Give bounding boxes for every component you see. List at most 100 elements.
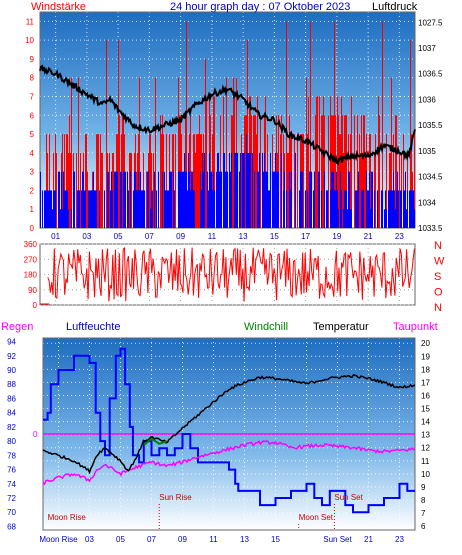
wind-tick-label: 1 xyxy=(30,205,35,214)
time-tick-label: 05 xyxy=(114,232,123,241)
pressure-tick-label: 1036.5 xyxy=(418,70,443,79)
dewpoint-line xyxy=(42,440,416,486)
humidity-tick-label: 76 xyxy=(7,466,16,475)
legend-windchill: Windchill xyxy=(244,321,289,333)
time-tick-label: 17 xyxy=(301,232,310,241)
compass-label: N xyxy=(434,302,442,314)
legend-regen: Regen xyxy=(1,321,34,333)
pressure-line xyxy=(39,64,416,166)
wind-tick-label: 10 xyxy=(25,36,34,45)
windchill-line xyxy=(143,437,168,446)
wind-tick-label: 6 xyxy=(30,111,35,120)
temperature-tick-label: 7 xyxy=(421,509,426,518)
wind-tick-label: 11 xyxy=(26,17,35,26)
humidity-tick-label: 90 xyxy=(7,366,16,375)
astro-annotation: Sun Rise xyxy=(159,493,192,502)
wind-tick-label: 5 xyxy=(30,130,35,139)
pressure-tick-label: 1034 xyxy=(418,198,436,207)
direction-tick-label: 90 xyxy=(28,286,37,295)
humidity-line xyxy=(43,347,415,514)
temperature-tick-label: 17 xyxy=(421,378,430,387)
time-tick-label: 09 xyxy=(176,232,185,241)
time-tick-label: 19 xyxy=(332,232,341,241)
wind-tick-label: 4 xyxy=(30,149,35,158)
time-tick-label: Moon Rise xyxy=(39,535,78,544)
humidity-tick-label: 92 xyxy=(7,352,16,361)
humidity-tick-label: 82 xyxy=(7,423,16,432)
temperature-tick-label: 12 xyxy=(421,444,430,453)
wind-axis-title: Windstärke xyxy=(31,1,87,13)
humidity-tick-label: 74 xyxy=(7,480,16,489)
pressure-tick-label: 1037 xyxy=(418,44,436,53)
humidity-tick-label: 88 xyxy=(7,380,16,389)
time-tick-label: 23 xyxy=(395,535,404,544)
pressure-tick-label: 1035 xyxy=(418,147,436,156)
wind-tick-label: 3 xyxy=(30,168,35,177)
temperature-tick-label: 19 xyxy=(421,352,430,361)
humidity-tick-label: 94 xyxy=(7,338,16,347)
time-tick-label: 11 xyxy=(209,535,218,544)
page-title: 24 hour graph day : 07 Oktober 2023 xyxy=(170,1,351,13)
time-tick-label: 21 xyxy=(364,535,373,544)
wind-tick-label: 7 xyxy=(30,93,35,102)
wind-direction-line xyxy=(47,246,415,302)
pressure-tick-label: 1027.5 xyxy=(418,18,443,27)
temperature-tick-label: 14 xyxy=(421,418,430,427)
direction-tick-label: 360 xyxy=(24,240,38,249)
wind-tick-label: 8 xyxy=(30,74,35,83)
temperature-tick-label: 10 xyxy=(421,470,430,479)
humidity-tick-label: 86 xyxy=(7,394,16,403)
direction-tick-label: 0 xyxy=(33,301,38,310)
time-tick-label: 23 xyxy=(395,232,404,241)
time-tick-label: 15 xyxy=(270,232,279,241)
temperature-tick-label: 11 xyxy=(421,457,430,466)
temperature-tick-label: 6 xyxy=(421,522,426,531)
legend-taupunkt: Taupunkt xyxy=(393,321,438,333)
temperature-tick-label: 9 xyxy=(421,483,426,492)
pressure-axis-title: Luftdruck xyxy=(372,1,418,13)
temperature-tick-label: 15 xyxy=(421,405,430,414)
temperature-tick-label: 8 xyxy=(421,496,426,505)
time-tick-label: 13 xyxy=(240,535,249,544)
direction-tick-label: 270 xyxy=(24,255,38,264)
time-tick-label: Sun Set xyxy=(323,535,352,544)
time-tick-label: 09 xyxy=(178,535,187,544)
humidity-tick-label: 70 xyxy=(7,508,16,517)
wind-tick-label: 0 xyxy=(30,224,35,233)
compass-label: W xyxy=(434,256,445,268)
humidity-tick-label: 80 xyxy=(7,437,16,446)
compass-label: O xyxy=(434,287,443,299)
rain-zero-label: 0 xyxy=(33,430,38,439)
legend-luftfeuchte: Luftfeuchte xyxy=(66,321,121,333)
pressure-tick-label: 1036 xyxy=(418,95,436,104)
astro-annotation: Sun Set xyxy=(334,493,363,502)
pressure-tick-label: 1034.5 xyxy=(418,173,443,182)
time-tick-label: 03 xyxy=(85,535,94,544)
temperature-tick-label: 20 xyxy=(421,339,430,348)
temperature-tick-label: 18 xyxy=(421,365,430,374)
wind-tick-label: 2 xyxy=(30,186,35,195)
humidity-tick-label: 68 xyxy=(7,522,16,531)
time-tick-label: 15 xyxy=(271,535,280,544)
direction-tick-label: 180 xyxy=(24,271,38,280)
astro-annotation: Moon Rise xyxy=(48,513,87,522)
time-tick-label: 07 xyxy=(147,535,156,544)
humidity-tick-label: 84 xyxy=(7,409,16,418)
temperature-tick-label: 13 xyxy=(421,431,430,440)
astro-annotation: Moon Set xyxy=(299,513,334,522)
legend-temperatur: Temperatur xyxy=(313,321,369,333)
time-tick-label: 11 xyxy=(208,232,217,241)
time-tick-label: 21 xyxy=(364,232,373,241)
compass-label: N xyxy=(434,240,442,252)
temperature-tick-label: 16 xyxy=(421,391,430,400)
time-tick-label: 05 xyxy=(116,535,125,544)
temperature-line xyxy=(42,374,416,475)
time-tick-label: 07 xyxy=(145,232,154,241)
pressure-tick-label: 1035.5 xyxy=(418,121,443,130)
humidity-tick-label: 72 xyxy=(7,494,16,503)
wind-tick-label: 9 xyxy=(30,55,35,64)
compass-label: S xyxy=(434,271,441,283)
humidity-tick-label: 78 xyxy=(7,451,16,460)
